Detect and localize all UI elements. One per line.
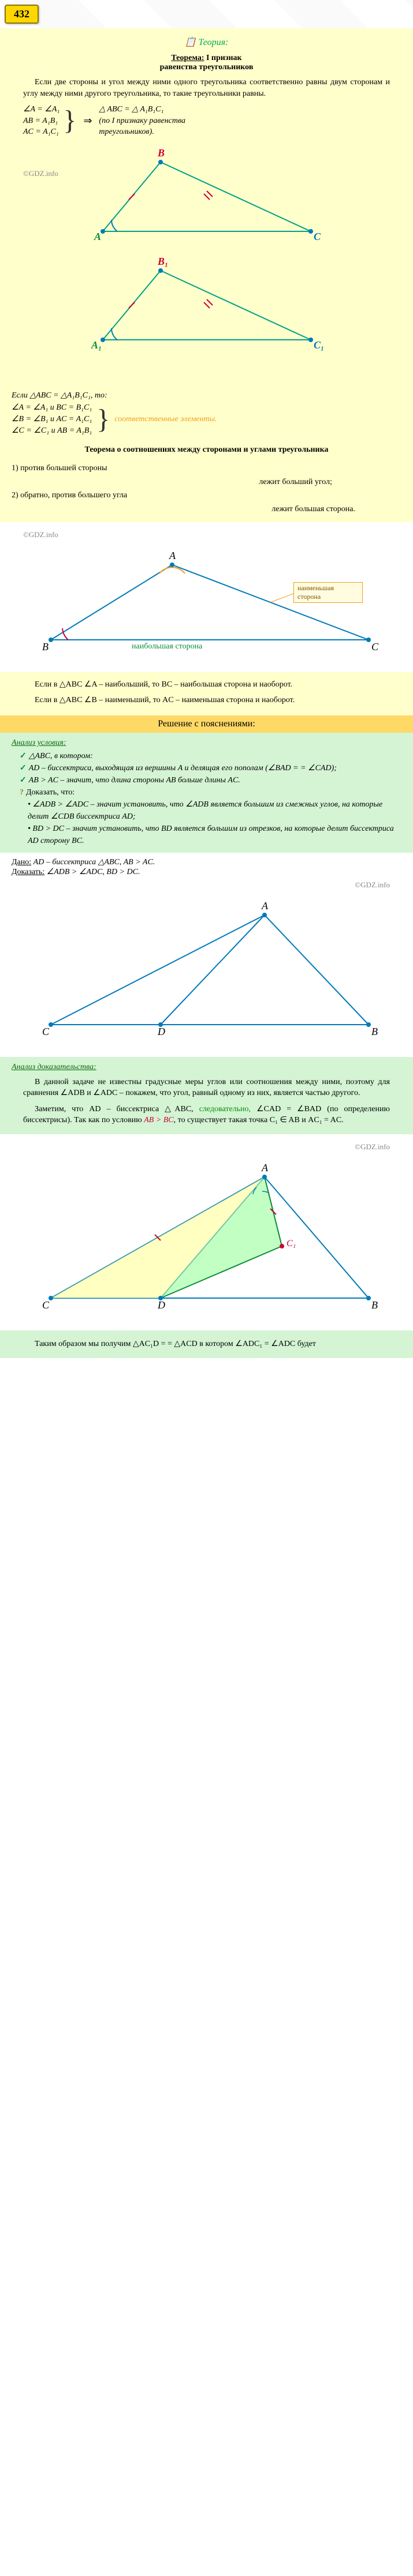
- triangle-diagram-2: A₁ B₁ C₁: [68, 253, 345, 357]
- corr-row: ∠A = ∠A₁ и BC = B₁C₁ ∠B = ∠B₁ и AC = A₁C…: [12, 402, 401, 436]
- svg-text:A: A: [261, 1162, 269, 1173]
- check-icon: ✓: [20, 764, 29, 773]
- triangle-diagram-5: A C B D C₁: [28, 1160, 386, 1321]
- conc-para-1: Если в △ABC ∠A – наибольший, то BC – наи…: [12, 677, 401, 693]
- right-brace-icon: }: [96, 408, 110, 430]
- svg-text:A: A: [261, 900, 269, 912]
- question-icon: ?: [20, 788, 26, 797]
- triangle-diagram-4: A C B D: [28, 898, 386, 1048]
- svg-text:B: B: [371, 1299, 378, 1311]
- svg-text:B: B: [371, 1026, 378, 1037]
- proof-analysis-title: Анализ доказательства:: [12, 1063, 401, 1074]
- svg-text:C: C: [42, 1299, 50, 1311]
- cond-line-2: ✓AD – биссектриса, выходящая из вершины …: [12, 762, 401, 774]
- proof-para-1: В данной задаче не известны градусные ме…: [12, 1074, 401, 1101]
- theory-header: 📋 Теория:: [12, 33, 401, 51]
- svg-text:C₁: C₁: [314, 339, 324, 351]
- analysis-section: Анализ условия: ✓△ABC, в котором: ✓AD – …: [0, 733, 413, 853]
- check-icon: ✓: [20, 752, 29, 760]
- final-para: Таким образом мы получим △AC₁D = = △ACD …: [12, 1336, 401, 1352]
- premise-lines: ∠A = ∠A₁ AB = A₁B₁ AC = A₁C₁: [23, 104, 59, 138]
- corr-lines: ∠A = ∠A₁ и BC = B₁C₁ ∠B = ∠B₁ и AC = A₁C…: [12, 402, 92, 436]
- svg-text:B: B: [157, 147, 165, 159]
- corr-intro: Если △ABC = △A₁B₁C₁, то:: [12, 389, 401, 402]
- solution-header: Решение с пояснениями:: [0, 715, 413, 733]
- implies-arrow: ⇒: [80, 115, 95, 127]
- check-icon: ✓: [20, 776, 29, 785]
- svg-text:C: C: [42, 1026, 50, 1037]
- gdz-watermark: ©GDZ.info: [12, 166, 401, 182]
- premise-block: ∠A = ∠A₁ AB = A₁B₁ AC = A₁C₁ } ⇒ △ ABC =…: [12, 102, 401, 140]
- cond-line-3: ✓AB > AC – значит, что длина стороны AB …: [12, 774, 401, 786]
- final-section: Таким образом мы получим △AC₁D = = △ACD …: [0, 1330, 413, 1358]
- gdz-watermark: ©GDZ.info: [12, 877, 401, 893]
- theorem1-title: Теорема: I признак равенства треугольник…: [12, 51, 401, 74]
- gdz-watermark: ©GDZ.info: [12, 527, 401, 543]
- svg-text:A₁: A₁: [91, 339, 102, 351]
- theory-section: 📋 Теория: Теорема: I признак равенства т…: [0, 28, 413, 385]
- svg-text:B₁: B₁: [157, 256, 168, 267]
- given-block: Дано: AD – биссектриса △ABC, AB > AC. До…: [0, 853, 413, 1057]
- triangle-diagram-3: B A C наибольшая сторона наименьшая стор…: [28, 548, 386, 663]
- svg-text:C: C: [314, 231, 321, 242]
- conclusion-block: Если в △ABC ∠A – наибольший, то BC – наи…: [0, 672, 413, 715]
- conclusion-lines: △ ABC = △ A₁B₁C₁ (по I признаку равенств…: [99, 104, 185, 138]
- svg-text:C: C: [371, 641, 379, 653]
- diagram5-section: ©GDZ.info A C B D C₁: [0, 1134, 413, 1330]
- proof-analysis-section: Анализ доказательства: В данной задаче н…: [0, 1057, 413, 1134]
- theorem2-list: 1) против большей стороны лежит больший …: [0, 459, 413, 522]
- svg-text:B: B: [42, 641, 49, 653]
- triangle-diagram-1: A B C: [68, 145, 345, 249]
- proof-para-2: Заметим, что AD – биссектриса △ABC, след…: [12, 1101, 401, 1128]
- conc-para-2: Если в △ABC ∠B – наименьший, то AC – наи…: [12, 692, 401, 708]
- right-brace-icon: }: [63, 110, 76, 132]
- diagram3-section: ©GDZ.info B A C наибольшая сторона наиме…: [0, 522, 413, 672]
- prove-line: Доказать: ∠ADB > ∠ADC, BD > DC.: [12, 867, 401, 877]
- theorem1-text: Если две стороны и угол между ними одног…: [12, 74, 401, 102]
- svg-text:D: D: [157, 1026, 165, 1037]
- svg-text:C₁: C₁: [287, 1239, 296, 1248]
- svg-text:A: A: [94, 231, 101, 242]
- correspondence-block: Если △ABC = △A₁B₁C₁, то: ∠A = ∠A₁ и BC =…: [0, 385, 413, 441]
- theorem2-title: Теорема о соотношениях между сторонами и…: [0, 441, 413, 459]
- svg-text:D: D: [157, 1299, 165, 1311]
- cond-line-1: ✓△ABC, в котором:: [12, 750, 401, 762]
- corr-label: соответственные элементы.: [114, 415, 217, 424]
- analysis-title: Анализ условия:: [12, 738, 401, 750]
- prove-2: • BD > DC – значит установить, что BD яв…: [12, 823, 401, 847]
- gdz-watermark: ©GDZ.info: [12, 1139, 401, 1155]
- svg-text:A: A: [169, 550, 176, 561]
- svg-text:наибольшая сторона: наибольшая сторона: [132, 642, 203, 651]
- given-line: Дано: AD – биссектриса △ABC, AB > AC.: [12, 857, 401, 867]
- prove-1: • ∠ADB > ∠ADC – значит установить, что ∠…: [12, 798, 401, 823]
- prove-label: ?Доказать, что:: [12, 786, 401, 798]
- theory-label: Теория:: [198, 38, 228, 47]
- book-icon: 📋: [185, 38, 196, 47]
- problem-badge: 432: [5, 5, 39, 24]
